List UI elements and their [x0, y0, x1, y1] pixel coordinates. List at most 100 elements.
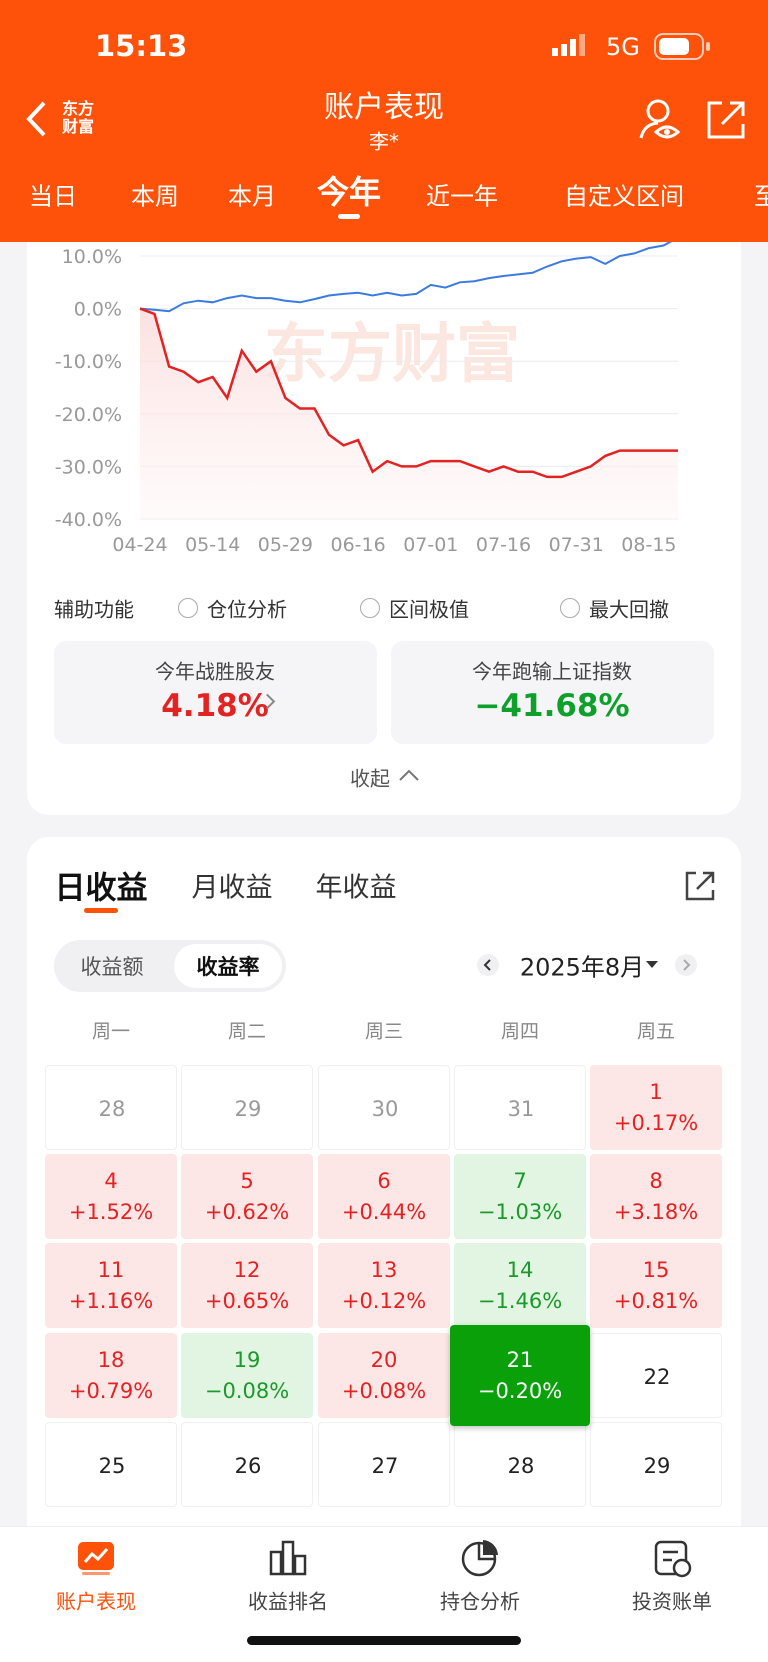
weekday: 周一 — [91, 1020, 131, 1043]
month-label[interactable]: 2025年8月 — [519, 953, 645, 982]
battery-icon — [654, 33, 710, 60]
period-tab[interactable]: 当日 — [29, 182, 77, 211]
day-cell[interactable]: 19 −0.08% — [181, 1333, 313, 1418]
prev-month[interactable] — [477, 954, 499, 976]
day-cell[interactable]: 28 — [454, 1422, 586, 1507]
watermark: 东方财富 — [264, 318, 520, 392]
day-cell[interactable]: 31 — [454, 1065, 586, 1150]
day-number: 15 — [642, 1257, 670, 1282]
radio[interactable] — [560, 598, 580, 618]
back-button[interactable] — [24, 100, 48, 138]
day-number: 14 — [506, 1257, 534, 1282]
nav-item[interactable]: 账户表现 — [56, 1589, 136, 1614]
radio[interactable] — [178, 598, 198, 618]
day-change: −0.20% — [477, 1378, 563, 1403]
day-cell[interactable]: 20 +0.08% — [318, 1333, 450, 1418]
day-cell[interactable]: 30 — [318, 1065, 450, 1150]
stat-card — [54, 641, 377, 744]
day-cell[interactable]: 1 +0.17% — [590, 1065, 722, 1150]
day-cell[interactable]: 29 — [590, 1422, 722, 1507]
stat-value: −41.68% — [474, 688, 630, 724]
period-tab[interactable]: 今年 — [316, 173, 382, 211]
day-cell[interactable]: 26 — [181, 1422, 313, 1507]
signal-icon — [552, 34, 585, 56]
day-number: 20 — [370, 1347, 398, 1372]
day-change: +0.08% — [341, 1378, 427, 1403]
home-indicator — [247, 1636, 521, 1645]
day-cell[interactable]: 7 −1.03% — [454, 1154, 586, 1239]
next-month[interactable] — [675, 954, 697, 976]
day-cell[interactable]: 15 +0.81% — [590, 1243, 722, 1328]
weekday: 周三 — [364, 1020, 404, 1043]
day-cell[interactable]: 14 −1.46% — [454, 1243, 586, 1328]
day-number: 29 — [234, 1096, 262, 1121]
nav-item[interactable]: 持仓分析 — [440, 1589, 520, 1614]
collapse-button[interactable]: 收起 — [350, 766, 390, 791]
day-cell[interactable]: 25 — [45, 1422, 177, 1507]
day-number: 4 — [104, 1168, 118, 1193]
page-title: 账户表现 — [324, 90, 444, 125]
y-tick-label: -40.0% — [55, 509, 122, 531]
day-cell[interactable]: 8 +3.18% — [590, 1154, 722, 1239]
returns-tab[interactable]: 年收益 — [315, 872, 397, 904]
toggle-option[interactable]: 收益率 — [196, 955, 260, 979]
day-change: −1.46% — [477, 1288, 563, 1313]
aux-option[interactable]: 最大回撤 — [589, 597, 669, 622]
day-cell[interactable]: 11 +1.16% — [45, 1243, 177, 1328]
period-tab[interactable]: 本周 — [131, 182, 179, 211]
day-cell[interactable]: 5 +0.62% — [181, 1154, 313, 1239]
x-tick-label: 06-16 — [330, 534, 385, 556]
day-number: 7 — [513, 1168, 527, 1193]
day-cell[interactable]: 21 −0.20% — [450, 1325, 590, 1426]
day-cell[interactable]: 12 +0.65% — [181, 1243, 313, 1328]
day-cell[interactable]: 13 +0.12% — [318, 1243, 450, 1328]
aux-option[interactable]: 区间极值 — [389, 597, 469, 622]
weekday: 周二 — [227, 1020, 267, 1043]
day-change: +0.79% — [68, 1378, 154, 1403]
day-number: 21 — [506, 1347, 534, 1372]
share-button[interactable] — [706, 100, 746, 140]
day-number: 13 — [370, 1257, 398, 1282]
day-number: 28 — [507, 1453, 535, 1478]
day-change: +1.16% — [68, 1288, 154, 1313]
x-tick-label: 05-14 — [185, 534, 240, 556]
user-eye-button[interactable] — [638, 98, 682, 142]
line — [139, 236, 679, 313]
day-cell[interactable]: 4 +1.52% — [45, 1154, 177, 1239]
nav-item[interactable]: 收益排名 — [248, 1589, 328, 1614]
day-cell[interactable]: 6 +0.44% — [318, 1154, 450, 1239]
returns-share[interactable] — [684, 870, 716, 902]
returns-tab[interactable]: 月收益 — [191, 872, 273, 904]
y-tick-label: -20.0% — [55, 404, 122, 426]
day-change: +3.18% — [613, 1199, 699, 1224]
nav-icon — [269, 1540, 307, 1576]
logo: 东方 财富 — [62, 100, 94, 136]
period-tab[interactable]: 至 — [754, 182, 768, 211]
day-cell[interactable]: 29 — [181, 1065, 313, 1150]
chart: 东方财富 10.0% 0.0% -10.0% -20.0% -30.0% -40.0% 04-… — [55, 236, 679, 556]
period-tab[interactable]: 近一年 — [426, 182, 498, 211]
day-cell[interactable]: 18 +0.79% — [45, 1333, 177, 1418]
x-tick-label: 05-29 — [258, 534, 313, 556]
weekday: 周四 — [500, 1020, 540, 1043]
nav-item[interactable]: 投资账单 — [632, 1589, 712, 1614]
day-cell[interactable]: 22 — [590, 1333, 722, 1418]
day-number: 22 — [643, 1364, 671, 1389]
day-cell[interactable]: 27 — [318, 1422, 450, 1507]
toggle-option[interactable]: 收益额 — [80, 955, 144, 979]
day-cell[interactable]: 28 — [45, 1065, 177, 1150]
period-tab[interactable]: 本月 — [228, 182, 276, 211]
network: 5G — [606, 33, 640, 61]
period-tab[interactable]: 自定义区间 — [564, 182, 684, 211]
aux-option[interactable]: 仓位分析 — [207, 597, 287, 622]
weekday: 周五 — [636, 1020, 676, 1043]
status-time: 15:13 — [95, 29, 188, 63]
radio[interactable] — [360, 598, 380, 618]
day-number: 26 — [234, 1453, 262, 1478]
logo-line: 财富 — [62, 117, 95, 136]
day-change: −1.03% — [477, 1199, 563, 1224]
day-number: 27 — [371, 1453, 399, 1478]
line — [139, 307, 678, 479]
returns-tab[interactable]: 日收益 — [54, 870, 148, 907]
day-change: +0.65% — [204, 1288, 290, 1313]
